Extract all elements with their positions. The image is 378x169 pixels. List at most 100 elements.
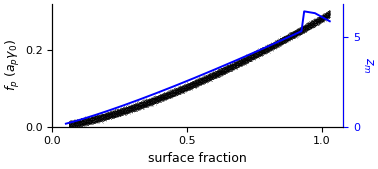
Point [182,85,188,88]
Point [174,87,180,90]
Point [262,50,268,53]
Point [306,26,312,29]
Point [76,126,82,128]
Point [98,113,104,116]
Point [292,28,298,31]
Point [273,40,279,43]
Point [174,92,180,94]
Point [155,95,161,98]
Point [239,59,245,62]
Point [304,21,310,23]
Point [242,58,248,61]
Point [228,66,234,69]
Point [159,94,165,97]
Point [267,45,273,48]
Point [166,93,172,96]
Point [93,116,99,118]
Point [236,63,242,66]
Point [231,63,237,65]
Point [181,87,187,90]
Point [302,28,308,30]
Point [188,84,194,86]
Point [241,58,247,61]
Point [277,42,283,45]
Point [248,55,254,58]
Point [245,57,251,60]
Point [91,117,97,120]
Point [263,47,269,50]
Point [290,35,296,38]
Point [127,109,133,112]
Point [311,20,317,23]
Point [169,95,175,97]
Point [170,89,176,91]
Point [264,45,270,48]
Point [119,108,125,111]
Point [179,84,185,87]
Point [302,29,308,31]
Point [75,120,81,123]
Point [163,97,169,100]
Point [299,29,305,31]
Point [193,87,199,89]
Point [256,50,262,53]
Point [257,53,263,55]
Point [254,51,260,54]
Point [102,116,108,118]
Point [191,82,197,84]
Point [68,121,74,123]
Point [322,18,328,20]
Point [74,122,81,124]
Point [304,26,310,28]
Point [83,121,89,124]
Point [294,33,301,35]
Point [266,46,273,49]
Point [102,115,108,118]
Point [182,85,188,88]
Point [149,103,155,106]
Point [282,40,288,42]
Point [155,100,161,103]
Point [70,123,76,125]
Point [305,26,311,28]
Point [266,48,272,50]
Point [139,106,145,109]
Point [141,102,147,105]
Point [244,58,250,61]
Point [99,118,105,120]
Point [258,52,264,54]
Point [302,23,308,26]
Point [179,86,185,89]
Point [65,126,71,128]
Point [325,14,331,17]
Point [234,64,240,67]
Point [150,95,156,98]
Point [131,109,137,112]
Point [278,43,284,46]
Point [104,114,110,117]
Point [291,30,297,32]
Point [225,69,231,71]
Point [188,81,194,84]
Point [300,31,306,33]
Point [68,122,74,124]
Point [164,96,170,99]
Point [200,76,206,78]
Point [68,122,74,125]
Point [257,53,263,56]
Point [314,20,321,23]
Point [87,120,93,123]
Point [79,117,85,120]
Point [266,48,273,51]
Point [109,116,115,118]
Point [295,27,301,30]
Point [108,111,114,113]
Point [297,29,303,32]
Point [114,111,120,114]
Point [262,50,268,53]
Point [197,78,203,81]
Point [288,35,294,38]
Point [144,102,150,104]
Point [101,118,107,120]
Point [260,48,266,51]
